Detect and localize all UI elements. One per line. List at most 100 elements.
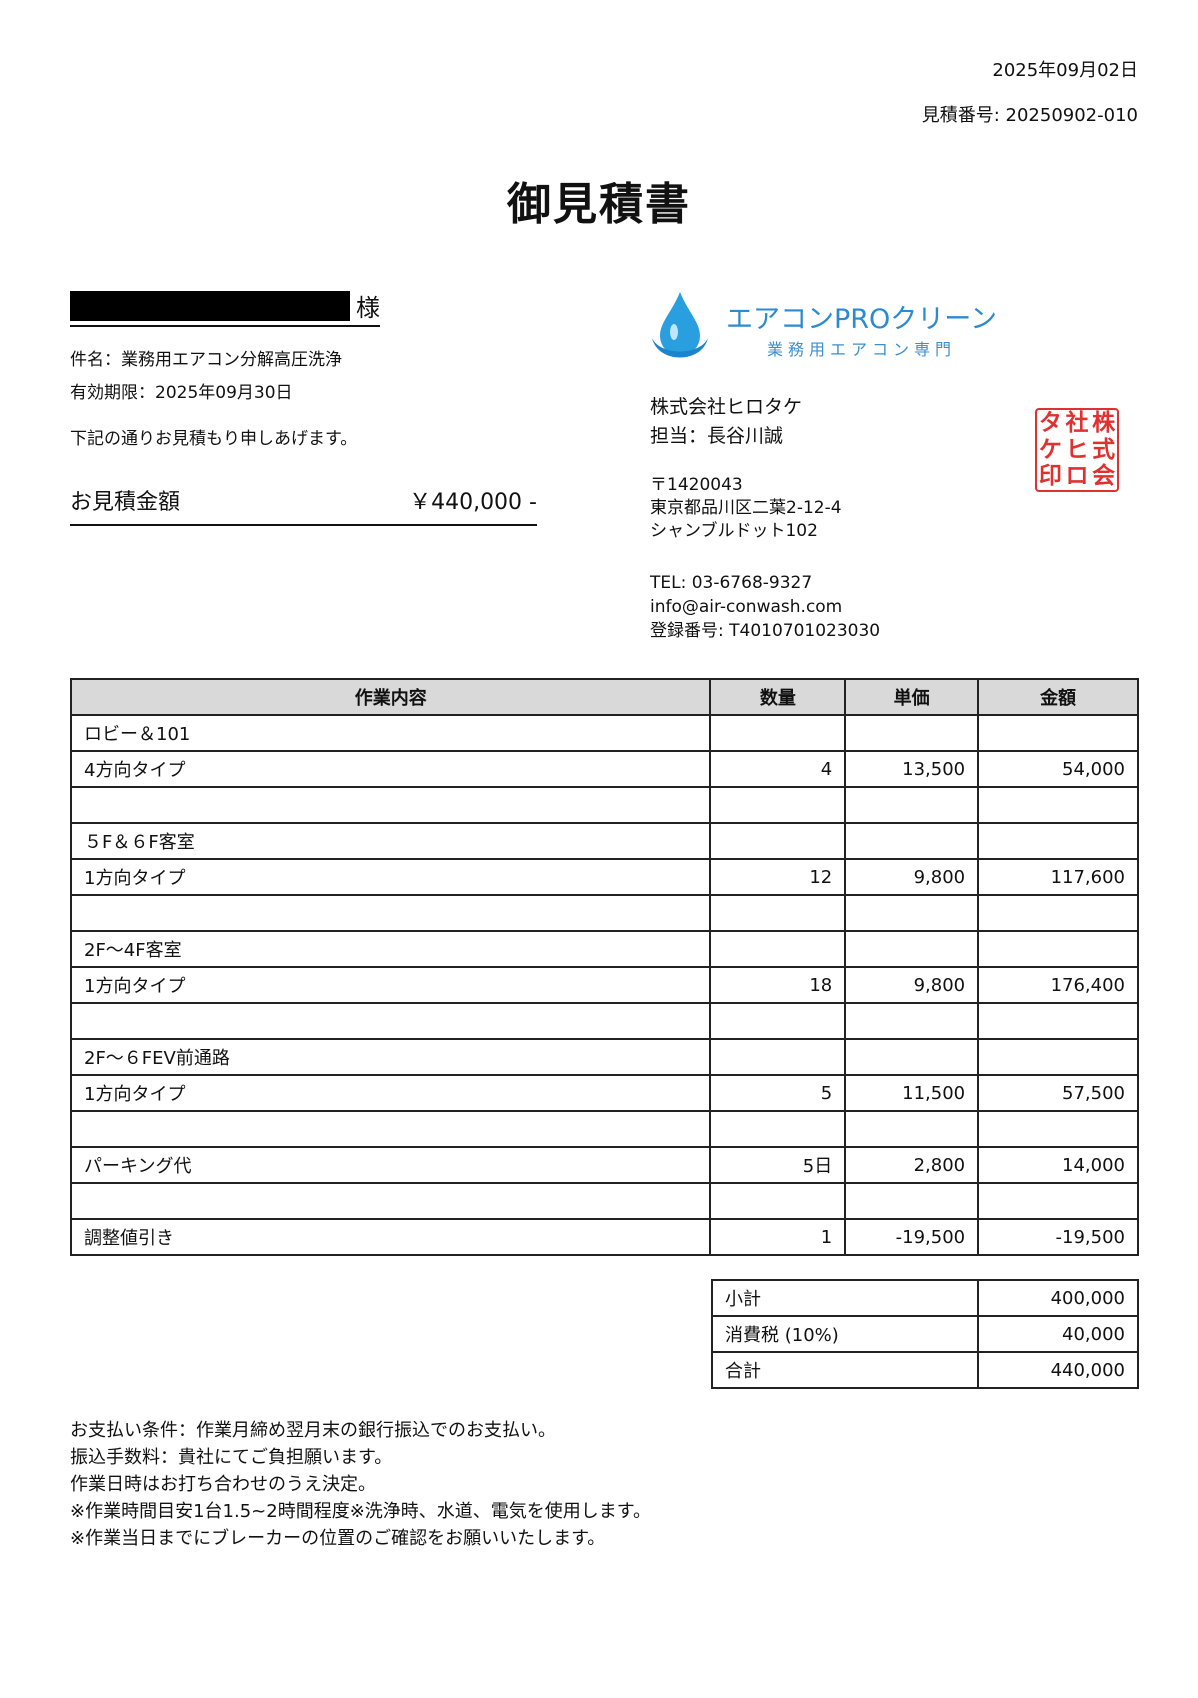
seal-char: ケ [1038, 436, 1062, 463]
cell-unit-price [844, 1110, 980, 1148]
cell-unit-price [844, 714, 980, 752]
telephone: TEL: 03-6768-9327 [650, 573, 813, 593]
cell-description: パーキング代 [69, 1146, 712, 1184]
water-drop-icon [652, 292, 708, 358]
quote-amount: お見積金額 ￥440,000 - [70, 484, 537, 526]
email: info@air-conwash.com [650, 597, 843, 617]
postal-code: 〒1420043 [650, 475, 743, 495]
address-block: 〒1420043 東京都品川区二葉2-12-4 シャンブルドット102 [650, 474, 842, 543]
customer-name: 様 [70, 288, 380, 327]
greeting: 下記の通りお見積もり申しあげます。 [70, 429, 358, 449]
cell-unit-price: 2,800 [844, 1146, 980, 1184]
header-unit-price: 単価 [844, 678, 980, 716]
table-row: 2F～4F客室 [69, 930, 1139, 968]
cell-description [69, 1182, 712, 1220]
registration-number: 登録番号: T4010701023030 [650, 621, 881, 641]
cell-amount [977, 1182, 1139, 1220]
cell-amount [977, 786, 1139, 824]
quote-amount-value: ￥440,000 - [409, 490, 537, 515]
table-row [69, 1002, 1139, 1040]
cell-description: 調整値引き [69, 1218, 712, 1256]
cell-amount: 117,600 [977, 858, 1139, 896]
issue-date: 2025年09月02日 [992, 60, 1138, 81]
company-name: 株式会社ヒロタケ [650, 396, 803, 418]
cell-description: 2F～６FEV前通路 [69, 1038, 712, 1076]
table-row [69, 894, 1139, 932]
note-line: ※作業時間目安1台1.5~2時間程度※洗浄時、水道、電気を使用します。 [70, 1501, 651, 1522]
cell-unit-price [844, 1002, 980, 1040]
subject: 件名：業務用エアコン分解高圧洗浄 [70, 350, 342, 370]
cell-quantity [709, 1038, 847, 1076]
table-row: 1方向タイプ 5 11,500 57,500 [69, 1074, 1139, 1112]
note-line: お支払い条件：作業月締め翌月末の銀行振込でのお支払い。 [70, 1420, 556, 1441]
cell-amount [977, 894, 1139, 932]
address-line-1: 東京都品川区二葉2-12-4 [650, 498, 842, 518]
table-row: 調整値引き 1 -19,500 -19,500 [69, 1218, 1139, 1256]
cell-description [69, 894, 712, 932]
summary-value: 400,000 [977, 1279, 1139, 1317]
cell-description: ロビー＆101 [69, 714, 712, 752]
contact-person: 担当：長谷川誠 [650, 425, 784, 447]
quote-amount-label: お見積金額 [70, 490, 181, 515]
cell-unit-price: -19,500 [844, 1218, 980, 1256]
header-description: 作業内容 [69, 678, 712, 716]
quote-number: 見積番号: 20250902-010 [921, 105, 1138, 126]
table-row: パーキング代 5日 2,800 14,000 [69, 1146, 1139, 1184]
table-row [69, 1110, 1139, 1148]
cell-quantity [709, 786, 847, 824]
valid-until: 有効期限：2025年09月30日 [70, 383, 293, 403]
cell-quantity [709, 1002, 847, 1040]
cell-amount [977, 1038, 1139, 1076]
cell-unit-price: 9,800 [844, 966, 980, 1004]
honorific: 様 [356, 294, 380, 322]
cell-quantity: 12 [709, 858, 847, 896]
cell-quantity: 18 [709, 966, 847, 1004]
table-row: ロビー＆101 [69, 714, 1139, 752]
address-line-2: シャンブルドット102 [650, 521, 818, 541]
page-title: 御見積書 [507, 179, 691, 230]
items-table: 作業内容 数量 単価 金額 ロビー＆101 4方向タイプ 4 13,500 54,000… [69, 678, 1139, 1256]
summary-label: 合計 [710, 1351, 980, 1389]
cell-amount [977, 1110, 1139, 1148]
cell-quantity [709, 714, 847, 752]
cell-unit-price [844, 1038, 980, 1076]
cell-description: 1方向タイプ [69, 966, 712, 1004]
company-block: 株式会社ヒロタケ 担当：長谷川誠 [650, 393, 802, 451]
cell-description [69, 786, 712, 824]
cell-description: 4方向タイプ [69, 750, 712, 788]
cell-amount: 57,500 [977, 1074, 1139, 1112]
cell-amount [977, 1002, 1139, 1040]
header-amount: 金額 [977, 678, 1139, 716]
summary-value: 40,000 [977, 1315, 1139, 1353]
cell-description: 1方向タイプ [69, 858, 712, 896]
summary-row: 小計 400,000 [710, 1279, 1139, 1317]
seal-char: 印 [1038, 463, 1062, 490]
cell-quantity: 5日 [709, 1146, 847, 1184]
seal-char: タ [1038, 410, 1062, 436]
cell-unit-price [844, 1182, 980, 1220]
cell-amount: 54,000 [977, 750, 1139, 788]
company-logo: エアコンPROクリーン 業務用エアコン専門 [648, 290, 997, 366]
summary-value: 440,000 [977, 1351, 1139, 1389]
cell-quantity [709, 930, 847, 968]
table-row: ５F＆６F客室 [69, 822, 1139, 860]
header-quantity: 数量 [709, 678, 847, 716]
seal-char: ロ [1065, 463, 1089, 490]
cell-quantity: 1 [709, 1218, 847, 1256]
cell-amount: 14,000 [977, 1146, 1139, 1184]
cell-unit-price: 9,800 [844, 858, 980, 896]
table-row: 4方向タイプ 4 13,500 54,000 [69, 750, 1139, 788]
note-line: 作業日時はお打ち合わせのうえ決定。 [70, 1474, 376, 1495]
contact-block: TEL: 03-6768-9327 info@air-conwash.com 登… [650, 571, 880, 643]
cell-quantity [709, 822, 847, 860]
cell-description: ５F＆６F客室 [69, 822, 712, 860]
cell-quantity [709, 1110, 847, 1148]
cell-description [69, 1110, 712, 1148]
summary-row: 消費税 (10%) 40,000 [710, 1315, 1139, 1353]
table-row: 1方向タイプ 12 9,800 117,600 [69, 858, 1139, 896]
cell-unit-price [844, 894, 980, 932]
cell-amount [977, 822, 1139, 860]
cell-quantity: 5 [709, 1074, 847, 1112]
cell-quantity [709, 1182, 847, 1220]
